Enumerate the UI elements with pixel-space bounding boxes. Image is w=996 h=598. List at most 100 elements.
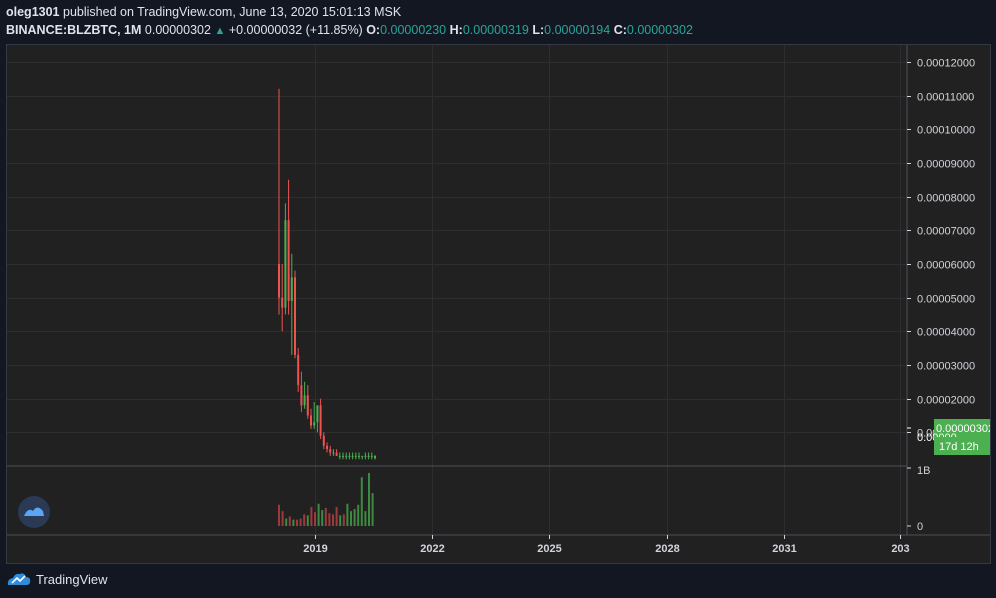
volume-bar: [364, 511, 367, 526]
time-label: 2025: [537, 543, 561, 555]
candle-body: [329, 449, 332, 453]
price-label: 0.00007000: [917, 226, 975, 238]
candle-body: [303, 395, 306, 406]
high-label: H:: [449, 23, 463, 37]
candle-body: [367, 455, 370, 457]
volume-bar: [317, 503, 320, 526]
time-label: 2019: [303, 543, 327, 555]
volume-bar: [328, 513, 331, 526]
volume-bar: [342, 514, 345, 526]
volume-bar: [314, 512, 316, 526]
low-label: L:: [532, 23, 545, 37]
volume-bar: [353, 509, 356, 526]
candle-body: [297, 354, 300, 386]
up-arrow-icon: ▲: [214, 25, 226, 37]
time-label: 2022: [420, 543, 444, 555]
candle-body: [319, 405, 322, 436]
candle-body: [290, 277, 293, 301]
published-text: published on TradingView.com, June 13, 2…: [63, 5, 402, 19]
volume-bar: [346, 503, 349, 526]
candle-body: [281, 297, 284, 308]
volume-bar: [321, 510, 324, 526]
footer-brand[interactable]: TradingView: [6, 571, 108, 587]
low-value: 0.00000194: [544, 23, 611, 37]
price-label: 0.00002000: [917, 395, 975, 407]
candles-layer: [278, 88, 376, 460]
candle-body: [348, 455, 351, 457]
candle-body: [326, 445, 328, 450]
last-price: 0.00000302: [144, 23, 211, 37]
candle-body: [316, 405, 319, 423]
candle-body: [345, 455, 348, 457]
volume-bar: [368, 473, 370, 526]
symbol-legend: BINANCE:BLZBTC, 1M 0.00000302 ▲ +0.00000…: [6, 23, 693, 37]
publish-info: oleg1301 published on TradingView.com, J…: [6, 5, 401, 19]
volume-bar: [296, 519, 298, 526]
volume-bar: [360, 477, 363, 526]
candle-body: [332, 452, 335, 454]
candle-body: [284, 220, 287, 308]
candle-body: [294, 277, 296, 355]
candle-body: [354, 455, 357, 457]
candle-body: [287, 220, 290, 301]
volume-bar: [278, 504, 280, 526]
candle-body: [338, 455, 341, 457]
time-axis[interactable]: 2019 2022 2025 2028 2031 203: [303, 535, 910, 555]
high-value: 0.00000319: [462, 23, 529, 37]
volume-axis: 1B 0: [907, 465, 930, 533]
price-label: 0.00006000: [917, 260, 975, 272]
price-label: 0.00011000: [917, 92, 974, 104]
volume-bar: [281, 511, 284, 526]
time-label: 203: [891, 543, 909, 555]
candle-body: [364, 455, 367, 457]
symbol-title: BINANCE:BLZBTC, 1M: [6, 23, 142, 37]
candle-body: [374, 455, 376, 459]
open-label: O:: [366, 23, 381, 37]
price-label: 0.00008000: [917, 193, 975, 205]
volume-bar: [335, 506, 338, 526]
close-value: 0.00000302: [626, 23, 693, 37]
price-axis[interactable]: 0.00012000 0.00011000 0.00010000 0.00009000…: [907, 58, 975, 440]
price-label: 0.00012000: [917, 58, 975, 70]
candle-body: [278, 263, 280, 298]
candle-body: [335, 452, 338, 456]
volume-bar: [357, 504, 360, 526]
chart-area[interactable]: 0.00012000 0.00011000 0.00010000 0.00009000…: [6, 44, 991, 564]
current-price-text: 0.00000302: [936, 423, 990, 435]
volume-bar: [292, 519, 295, 526]
price-label: 0.00005000: [917, 294, 975, 306]
candle-body: [322, 435, 325, 446]
time-label: 2031: [772, 543, 796, 555]
candle-body: [310, 415, 312, 426]
price-label: 0.00010000: [917, 125, 975, 137]
close-label: C:: [613, 23, 627, 37]
candle-body: [313, 422, 316, 426]
candle-body: [342, 455, 344, 457]
volume-bar: [332, 514, 334, 526]
tradingview-cloud-icon: [7, 573, 31, 585]
watermark-logo[interactable]: [18, 496, 50, 528]
volume-bar: [310, 506, 313, 526]
price-change: +0.00000032 (+11.85%): [228, 23, 363, 37]
price-label: 0.00003000: [917, 361, 975, 373]
price-label: 0.00009000: [917, 159, 975, 171]
candle-body: [370, 455, 373, 457]
candle-body: [306, 395, 309, 416]
author-name[interactable]: oleg1301: [6, 5, 60, 19]
price-tag-group: 0.00000302 0.00000 17d 12h: [907, 419, 990, 455]
chart-canvas[interactable]: 0.00012000 0.00011000 0.00010000 0.00009000…: [7, 45, 990, 563]
volume-bar: [371, 493, 374, 526]
volume-bar: [350, 511, 352, 526]
volume-bar: [288, 516, 291, 526]
grid-lines: [7, 45, 907, 535]
volume-bar: [339, 515, 342, 526]
footer-brand-name: TradingView: [36, 571, 108, 587]
volume-label-max: 1B: [917, 465, 930, 477]
current-price-tag: [934, 419, 990, 437]
candle-body: [361, 455, 364, 457]
volume-bar: [285, 518, 288, 526]
open-value: 0.00000230: [380, 23, 447, 37]
countdown-tag: [934, 437, 990, 455]
price-label: 0.00004000: [917, 327, 975, 339]
volume-layer: [278, 473, 374, 526]
